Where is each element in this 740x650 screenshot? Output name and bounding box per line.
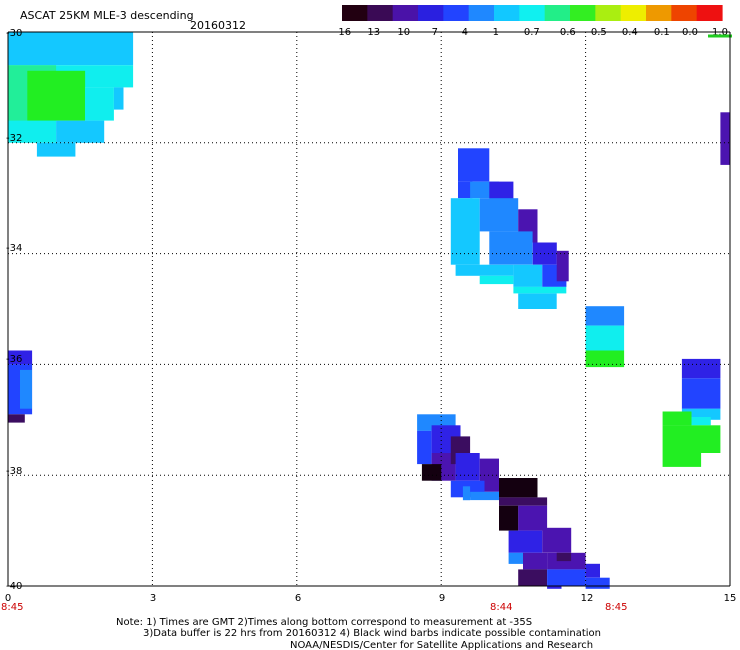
lat-label: -40 [6, 581, 22, 592]
map-title: ASCAT 25KM MLE-3 descending [20, 9, 194, 22]
wind-cell [8, 350, 33, 365]
wind-cell [8, 120, 57, 143]
wind-cell [681, 408, 721, 420]
wind-cell [455, 453, 480, 481]
wind-cell [458, 148, 490, 182]
color-scale-swatch [570, 5, 596, 21]
wind-cell [513, 286, 567, 294]
wind-cell [479, 198, 519, 232]
map-date: 20160312 [190, 19, 246, 32]
wind-cell [547, 586, 562, 589]
wind-cell [691, 417, 711, 426]
wind-cell [556, 250, 569, 282]
lon-label: 3 [150, 593, 156, 604]
wind-cell [470, 491, 499, 501]
wind-cell [585, 306, 625, 326]
color-scale-bar [342, 5, 723, 21]
wind-cell [499, 505, 519, 531]
wind-cell [585, 350, 625, 368]
lat-label: -32 [6, 133, 22, 144]
wind-cell [27, 70, 86, 121]
footer-note-2: 3)Data buffer is 22 hrs from 20160312 4)… [143, 628, 601, 639]
time-label: 8:45 [1, 602, 23, 613]
color-scale-swatch [544, 5, 571, 21]
color-scale-swatch [696, 5, 723, 21]
time-label: 8:45 [605, 602, 627, 613]
wind-cell [542, 527, 572, 553]
color-scale-swatch [367, 5, 394, 21]
wind-cell [518, 569, 548, 586]
wind-cell [662, 411, 692, 426]
wind-cell [458, 181, 473, 199]
wind-cell [508, 552, 523, 564]
color-scale-swatch [494, 5, 520, 21]
wind-cell [547, 569, 586, 586]
wind-cell [455, 264, 514, 276]
wind-cell [489, 231, 533, 265]
color-scale-swatch [418, 5, 444, 21]
color-scale-swatch [595, 5, 622, 21]
color-scale-swatch [519, 5, 546, 21]
footer-note-1: Note: 1) Times are GMT 2)Times along bot… [116, 617, 532, 628]
wind-cell [479, 458, 499, 492]
lon-label: 6 [295, 593, 301, 604]
wind-cell [113, 87, 124, 110]
wind-cell [479, 275, 514, 285]
wind-cell [508, 530, 543, 553]
lon-label: 12 [581, 593, 594, 604]
wind-cell [518, 293, 557, 309]
wind-cell [513, 264, 543, 287]
wind-cell [56, 120, 105, 143]
footer-note-3: NOAA/NESDIS/Center for Satellite Applica… [290, 640, 593, 650]
color-scale-swatch [468, 5, 495, 21]
lat-label: -34 [6, 243, 22, 254]
color-scale-swatch [443, 5, 470, 21]
color-scale-swatch [392, 5, 419, 21]
wind-cell [8, 414, 25, 423]
wind-cell [585, 325, 625, 351]
color-scale-swatch [646, 5, 672, 21]
wind-swath-cells [8, 32, 730, 589]
wind-cell [556, 552, 572, 562]
lat-label: -30 [6, 28, 22, 39]
wind-cell [720, 112, 730, 165]
lat-label: -36 [6, 354, 22, 365]
wind-cell [421, 464, 442, 481]
lon-label: 0 [5, 593, 11, 604]
color-scale-swatch [342, 5, 368, 21]
wind-cell [523, 552, 548, 570]
wind-cell [462, 486, 471, 501]
time-label: 8:44 [490, 602, 512, 613]
wind-cell [681, 378, 721, 409]
wind-cell [585, 577, 610, 589]
wind-cell [450, 198, 480, 265]
wind-cell [499, 478, 538, 498]
color-scale-swatch [671, 5, 698, 21]
wind-cell [417, 430, 432, 465]
color-scale-swatch [620, 5, 647, 21]
wind-cell [85, 87, 114, 121]
lat-label: -38 [6, 466, 22, 477]
wind-cell [499, 497, 548, 506]
wind-cell [36, 142, 76, 157]
lon-label: 9 [439, 593, 445, 604]
graticule-grid [7, 31, 731, 587]
lon-label: 15 [724, 593, 737, 604]
wind-cell [662, 425, 721, 453]
wind-cell [20, 369, 32, 409]
wind-cell [585, 563, 600, 578]
wind-cell [681, 358, 721, 379]
wind-cell [518, 505, 548, 531]
wind-cell [8, 32, 134, 66]
wind-cell [662, 453, 702, 467]
